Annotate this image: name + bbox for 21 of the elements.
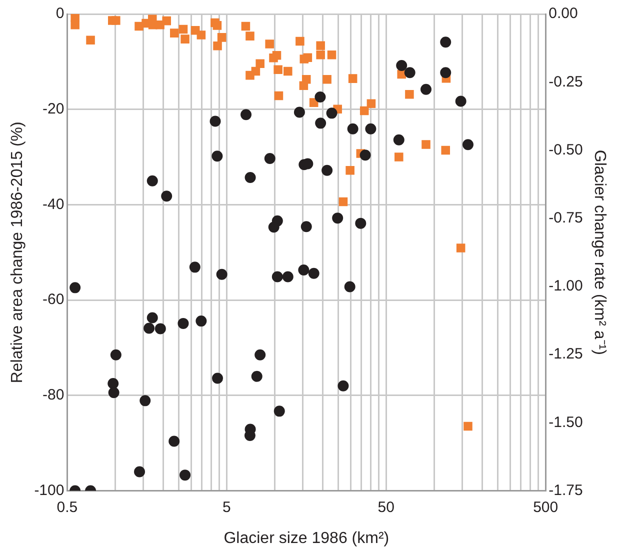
y2-tick-label: -0.75 xyxy=(548,209,583,226)
x-tick-label: 5 xyxy=(222,498,231,516)
x-axis-title: Glacier size 1986 (km²) xyxy=(224,530,390,547)
y2-tick-label: -1.75 xyxy=(548,482,583,499)
y-tick-label: 0 xyxy=(56,5,64,22)
y-tick-label: -20 xyxy=(42,100,64,118)
y2-tick-label: -1.50 xyxy=(548,414,583,431)
y-tick-label: -80 xyxy=(42,386,64,404)
y2-tick-label: -0.50 xyxy=(548,141,583,158)
y-tick-label: -40 xyxy=(42,196,64,213)
x-tick-label: 500 xyxy=(533,498,558,516)
y-tick-label: -60 xyxy=(42,291,64,308)
y2-axis-title: Glacier change rate (km² a⁻¹) xyxy=(590,150,608,355)
y2-tick-label: -1.25 xyxy=(548,346,583,363)
y-tick-label: -100 xyxy=(34,482,64,499)
x-tick-label: 50 xyxy=(378,498,394,516)
y2-tick-label: -0.25 xyxy=(548,73,583,90)
y2-tick-label: 0.00 xyxy=(548,5,578,22)
y-axis-title: Relative area change 1986-2015 (%) xyxy=(9,122,26,384)
x-tick-label: 0.5 xyxy=(56,498,78,516)
y2-tick-label: -1.00 xyxy=(548,278,583,295)
